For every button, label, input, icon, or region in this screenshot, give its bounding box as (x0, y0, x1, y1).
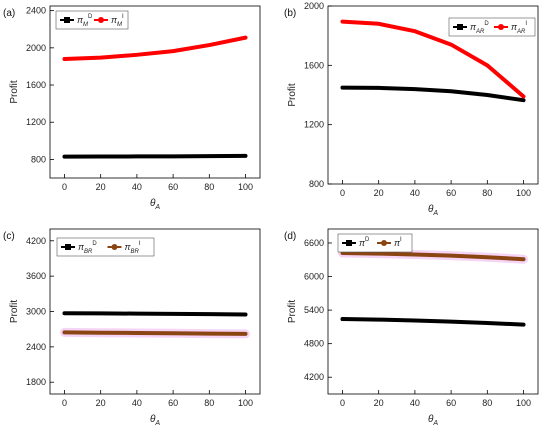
y-tick-label: 800 (31, 154, 46, 164)
y-axis-label: Profit (9, 300, 20, 324)
x-tick-label: 100 (238, 398, 253, 408)
series-line (62, 330, 248, 336)
legend-label: πI (394, 237, 402, 248)
y-tick-label: 6000 (304, 272, 324, 282)
legend: πMD πMI (55, 10, 129, 30)
legend-box (55, 10, 129, 30)
x-tick-label: 0 (340, 188, 345, 198)
chart-panel-1: (a) 800 1200 1600 2000 2400 0 20 40 60 80 100 Profit… (3, 5, 261, 211)
panel-tag: (c) (3, 231, 15, 242)
y-tick-label: 2400 (26, 342, 46, 352)
x-tick-label: 0 (62, 398, 67, 408)
y-tick-label: 5400 (304, 305, 324, 315)
series-line (340, 251, 526, 262)
x-tick-label: 20 (374, 188, 384, 198)
legend-marker-circle (498, 24, 504, 30)
y-axis-label: Profit (287, 300, 298, 324)
y-tick-label: 1600 (26, 80, 46, 90)
x-tick-label: 40 (410, 188, 420, 198)
legend-label: πBRI (125, 241, 141, 255)
x-axis-label: θA (428, 414, 438, 427)
series-line (340, 317, 526, 327)
x-axis-label: θA (428, 204, 438, 217)
x-tick-label: 20 (374, 398, 384, 408)
legend-marker-circle (98, 17, 104, 23)
legend-marker-square (65, 244, 71, 250)
legend-label: πD (359, 237, 370, 248)
x-tick-label: 80 (204, 182, 214, 192)
legend-box (337, 233, 413, 253)
series-line (62, 153, 248, 159)
y-tick-label: 3000 (26, 307, 46, 317)
y-axis-label: Profit (9, 80, 20, 104)
y-tick-label: 4200 (304, 372, 324, 382)
legend: πARD πARI (448, 17, 536, 37)
plot-frame (49, 5, 261, 179)
y-axis-label: Profit (287, 83, 298, 107)
plot-frame (327, 5, 539, 185)
y-tick-label: 800 (309, 179, 324, 189)
legend: πBRD πBRI (56, 237, 155, 257)
x-tick-label: 40 (132, 182, 142, 192)
legend-label: πARI (511, 21, 527, 35)
y-tick-label: 1800 (26, 377, 46, 387)
series-line (62, 311, 248, 317)
x-tick-label: 0 (340, 398, 345, 408)
legend-box (56, 237, 155, 257)
y-tick-label: 2400 (26, 6, 46, 16)
panel-tag: (a) (3, 8, 15, 19)
legend-label: πARD (470, 21, 489, 35)
x-tick-label: 40 (410, 398, 420, 408)
x-tick-label: 80 (482, 188, 492, 198)
legend-marker-square (457, 24, 463, 30)
x-tick-label: 20 (96, 398, 106, 408)
x-tick-label: 0 (62, 182, 67, 192)
legend-marker-circle (381, 240, 387, 246)
legend-label: πMI (111, 14, 124, 28)
series-line (340, 19, 526, 99)
x-tick-label: 60 (168, 398, 178, 408)
y-tick-label: 6600 (304, 238, 324, 248)
x-axis-label: θA (150, 414, 160, 427)
legend-marker-square (64, 17, 70, 23)
legend-marker-square (346, 240, 352, 246)
chart-panel-2: (b) 800 1200 1600 2000 0 20 40 60 80 100 Profit θA πA… (284, 1, 539, 217)
x-tick-label: 80 (482, 398, 492, 408)
legend-label: πBRD (78, 241, 97, 255)
chart-panel-4: (d) 4200 4800 5400 6000 6600 0 20 40 60 80 100 Profi… (284, 228, 539, 427)
x-tick-label: 80 (204, 398, 214, 408)
legend-label: πMD (77, 14, 93, 28)
series-line (62, 35, 248, 61)
y-tick-label: 3600 (26, 271, 46, 281)
y-tick-label: 4200 (26, 236, 46, 246)
series-line (340, 85, 526, 103)
x-tick-label: 40 (132, 398, 142, 408)
y-tick-label: 1200 (26, 117, 46, 127)
panel-tag: (d) (284, 231, 296, 242)
x-tick-label: 100 (516, 188, 531, 198)
y-tick-label: 1600 (304, 60, 324, 70)
y-tick-label: 1200 (304, 120, 324, 130)
panel-tag: (b) (284, 8, 296, 19)
x-tick-label: 100 (516, 398, 531, 408)
x-tick-label: 20 (96, 182, 106, 192)
legend-box (448, 17, 536, 37)
y-tick-label: 4800 (304, 339, 324, 349)
legend: πD πI (337, 233, 413, 253)
legend-marker-circle (111, 244, 118, 250)
x-axis-label: θA (150, 198, 160, 211)
x-tick-label: 100 (238, 182, 253, 192)
x-tick-label: 60 (446, 188, 456, 198)
y-tick-label: 2000 (304, 1, 324, 11)
x-tick-label: 60 (168, 182, 178, 192)
plot-frame (327, 228, 539, 395)
x-tick-label: 60 (446, 398, 456, 408)
y-tick-label: 2000 (26, 43, 46, 53)
chart-panel-3: (c) 1800 2400 3000 3600 4200 0 20 40 60 80 100 Profi… (3, 228, 261, 427)
